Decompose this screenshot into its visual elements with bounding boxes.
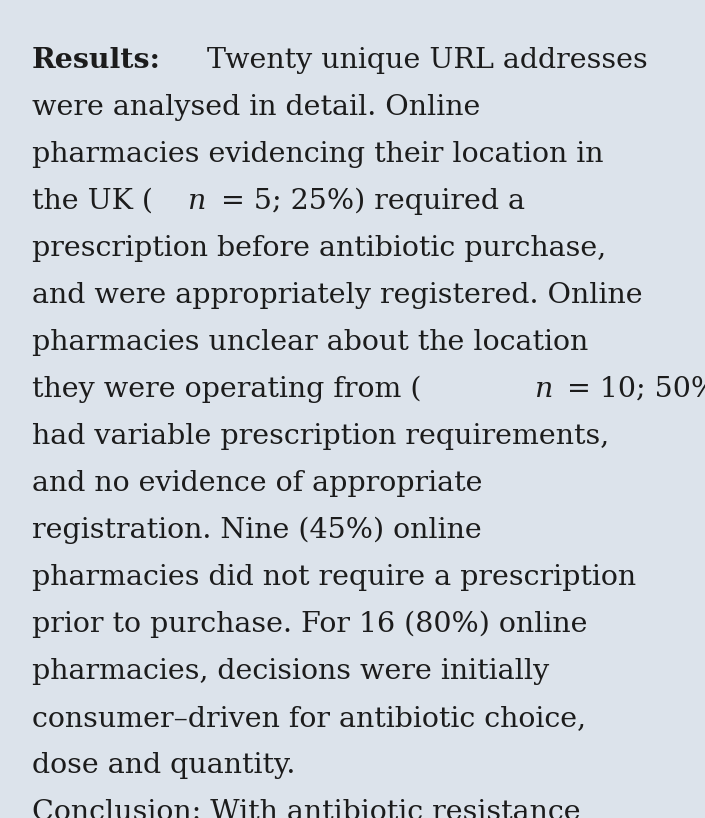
Text: Results:: Results: [32,47,161,74]
Text: Twenty unique URL addresses: Twenty unique URL addresses [198,47,648,74]
Text: Conclusion: With antibiotic resistance: Conclusion: With antibiotic resistance [32,799,581,818]
Text: the UK (: the UK ( [32,188,153,215]
Text: dose and quantity.: dose and quantity. [32,752,295,779]
Text: = 5; 25%) required a: = 5; 25%) required a [212,187,525,215]
Text: were analysed in detail. Online: were analysed in detail. Online [32,94,480,121]
Text: pharmacies did not require a prescription: pharmacies did not require a prescriptio… [32,564,636,591]
Text: pharmacies, decisions were initially: pharmacies, decisions were initially [32,658,549,685]
Text: = 10; 50%): = 10; 50%) [558,376,705,403]
Text: and no evidence of appropriate: and no evidence of appropriate [32,470,482,497]
Text: n: n [188,188,207,215]
Text: registration. Nine (45%) online: registration. Nine (45%) online [32,517,482,544]
Text: n: n [534,376,553,403]
Text: pharmacies unclear about the location: pharmacies unclear about the location [32,329,588,356]
Text: and were appropriately registered. Online: and were appropriately registered. Onlin… [32,282,643,309]
Text: prescription before antibiotic purchase,: prescription before antibiotic purchase, [32,235,606,262]
Text: had variable prescription requirements,: had variable prescription requirements, [32,423,609,450]
Text: prior to purchase. For 16 (80%) online: prior to purchase. For 16 (80%) online [32,610,587,638]
Text: pharmacies evidencing their location in: pharmacies evidencing their location in [32,141,603,168]
Text: consumer–driven for antibiotic choice,: consumer–driven for antibiotic choice, [32,705,586,732]
Text: they were operating from (: they were operating from ( [32,375,422,403]
